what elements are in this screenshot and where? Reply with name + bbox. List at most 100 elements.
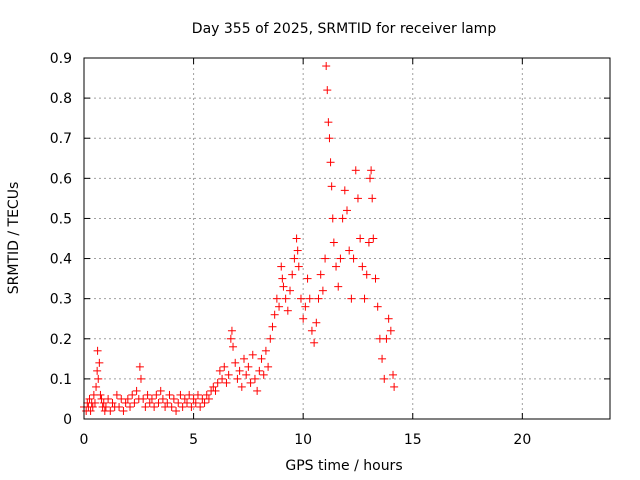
data-point xyxy=(196,402,205,411)
data-point xyxy=(332,262,341,271)
data-point xyxy=(165,390,174,399)
data-point xyxy=(135,362,144,371)
data-point xyxy=(227,326,236,335)
data-point xyxy=(286,286,295,295)
data-point xyxy=(366,174,375,183)
data-point xyxy=(152,390,161,399)
data-point xyxy=(180,394,189,403)
data-point xyxy=(268,322,277,331)
data-point xyxy=(329,238,338,247)
data-point xyxy=(132,386,141,395)
data-point xyxy=(136,374,145,383)
data-point xyxy=(202,390,211,399)
y-tick-label: 0.8 xyxy=(50,91,72,107)
grid-lines xyxy=(84,58,610,419)
data-point xyxy=(334,282,343,291)
data-point xyxy=(242,370,251,379)
data-point xyxy=(270,310,279,319)
data-point xyxy=(248,350,257,359)
y-axis-label: SRMTID / TECUs xyxy=(6,182,22,295)
data-point xyxy=(303,274,312,283)
data-point xyxy=(294,262,303,271)
data-point xyxy=(328,214,337,223)
data-point xyxy=(327,182,336,191)
y-tick-label: 0.6 xyxy=(50,171,72,187)
data-point xyxy=(101,402,110,411)
data-point xyxy=(85,394,94,403)
data-point xyxy=(288,270,297,279)
data-point xyxy=(301,302,310,311)
data-point xyxy=(275,302,284,311)
data-point xyxy=(281,294,290,303)
data-point xyxy=(292,234,301,243)
x-tick-label: 0 xyxy=(80,432,89,448)
data-point xyxy=(368,194,377,203)
data-point xyxy=(296,294,305,303)
data-point xyxy=(364,238,373,247)
data-point xyxy=(112,390,121,399)
data-point xyxy=(183,398,192,407)
data-point xyxy=(244,362,253,371)
data-point xyxy=(158,394,167,403)
data-point xyxy=(200,398,209,407)
data-point xyxy=(93,366,102,375)
data-point xyxy=(154,398,163,407)
data-point xyxy=(96,390,105,399)
data-point xyxy=(380,374,389,383)
data-point xyxy=(318,286,327,295)
data-point xyxy=(360,294,369,303)
data-point xyxy=(283,306,292,315)
data-point xyxy=(94,374,103,383)
data-point xyxy=(255,366,264,375)
data-point xyxy=(299,314,308,323)
data-point xyxy=(229,342,238,351)
data-point xyxy=(126,402,135,411)
data-point xyxy=(349,254,358,263)
data-point xyxy=(185,390,194,399)
data-point xyxy=(174,398,183,407)
data-point xyxy=(325,134,334,143)
data-point xyxy=(143,390,152,399)
data-point xyxy=(176,390,185,399)
data-point xyxy=(147,394,156,403)
data-point xyxy=(272,294,281,303)
data-point xyxy=(259,370,268,379)
data-point xyxy=(224,370,233,379)
data-point xyxy=(119,406,128,415)
data-point xyxy=(209,382,218,391)
data-point xyxy=(128,390,137,399)
data-points xyxy=(80,62,399,415)
data-point xyxy=(307,326,316,335)
data-point xyxy=(235,366,244,375)
y-tick-label: 0.5 xyxy=(50,211,72,227)
data-point xyxy=(95,358,104,367)
data-point xyxy=(145,398,154,407)
data-point xyxy=(373,302,382,311)
data-point xyxy=(220,362,229,371)
data-point xyxy=(250,374,259,383)
x-tick-label: 15 xyxy=(404,432,422,448)
data-point xyxy=(293,246,302,255)
data-point xyxy=(321,254,330,263)
data-point xyxy=(389,370,398,379)
data-point xyxy=(322,62,331,71)
data-point xyxy=(358,262,367,271)
data-point xyxy=(305,294,314,303)
data-point xyxy=(367,166,376,175)
data-point xyxy=(326,158,335,167)
data-point xyxy=(86,406,95,415)
data-point xyxy=(278,274,287,283)
data-point xyxy=(264,362,273,371)
data-point xyxy=(123,394,132,403)
data-point xyxy=(191,398,200,407)
y-tick-label: 0.7 xyxy=(50,131,72,147)
data-point xyxy=(167,402,176,411)
data-point xyxy=(108,398,117,407)
data-point xyxy=(253,386,262,395)
data-point xyxy=(351,166,360,175)
y-tick-label: 0.9 xyxy=(50,51,72,67)
x-tick-label: 20 xyxy=(513,432,531,448)
data-point xyxy=(115,402,124,411)
data-point xyxy=(353,194,362,203)
